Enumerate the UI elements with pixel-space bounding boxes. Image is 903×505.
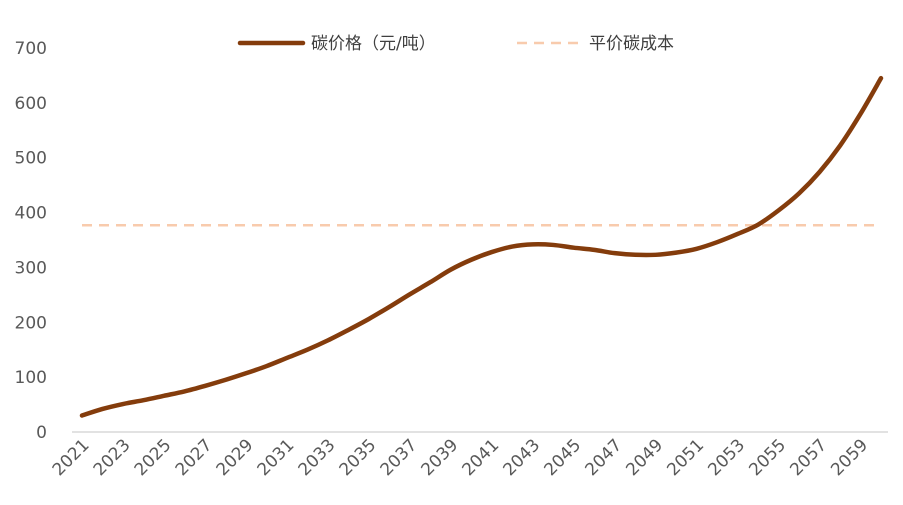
legend: 碳价格（元/吨） 平价碳成本 (237, 34, 674, 54)
y-tick-label: 400 (15, 204, 47, 224)
y-tick-label: 300 (15, 258, 47, 278)
x-tick-label: 2057 (786, 435, 831, 480)
legend-label-parity-carbon-cost: 平价碳成本 (589, 34, 674, 54)
series-line-carbon-price (79, 75, 884, 418)
x-axis-labels: 2021202320252027202920312033203520372039… (49, 435, 872, 480)
y-tick-label: 500 (15, 149, 47, 169)
x-tick-label: 2029 (213, 435, 258, 480)
x-tick-label: 2047 (581, 435, 626, 480)
y-tick-label: 100 (15, 368, 47, 388)
x-tick-label: 2027 (172, 435, 217, 480)
x-tick-label: 2023 (90, 435, 135, 480)
x-tick-label: 2053 (704, 435, 749, 480)
y-axis-labels: 0 100 200 300 400 500 600 700 (15, 39, 47, 443)
x-tick-label: 2033 (295, 435, 340, 480)
x-tick-label: 2039 (418, 435, 463, 480)
y-tick-label: 600 (15, 94, 47, 114)
x-tick-label: 2041 (459, 435, 504, 480)
x-tick-label: 2025 (131, 435, 176, 480)
x-tick-label: 2035 (336, 435, 381, 480)
x-tick-label: 2031 (254, 435, 299, 480)
y-tick-label: 0 (36, 423, 47, 443)
x-tick-label: 2055 (745, 435, 790, 480)
x-tick-label: 2059 (827, 435, 872, 480)
x-tick-label: 2021 (49, 435, 94, 480)
x-tick-label: 2051 (663, 435, 708, 480)
y-tick-label: 700 (15, 39, 47, 59)
x-tick-label: 2037 (377, 435, 422, 480)
x-tick-label: 2049 (622, 435, 667, 480)
x-tick-label: 2045 (540, 435, 585, 480)
y-tick-label: 200 (15, 313, 47, 333)
series-layer (79, 75, 884, 418)
x-tick-label: 2043 (500, 435, 545, 480)
legend-label-carbon-price: 碳价格（元/吨） (311, 34, 436, 54)
